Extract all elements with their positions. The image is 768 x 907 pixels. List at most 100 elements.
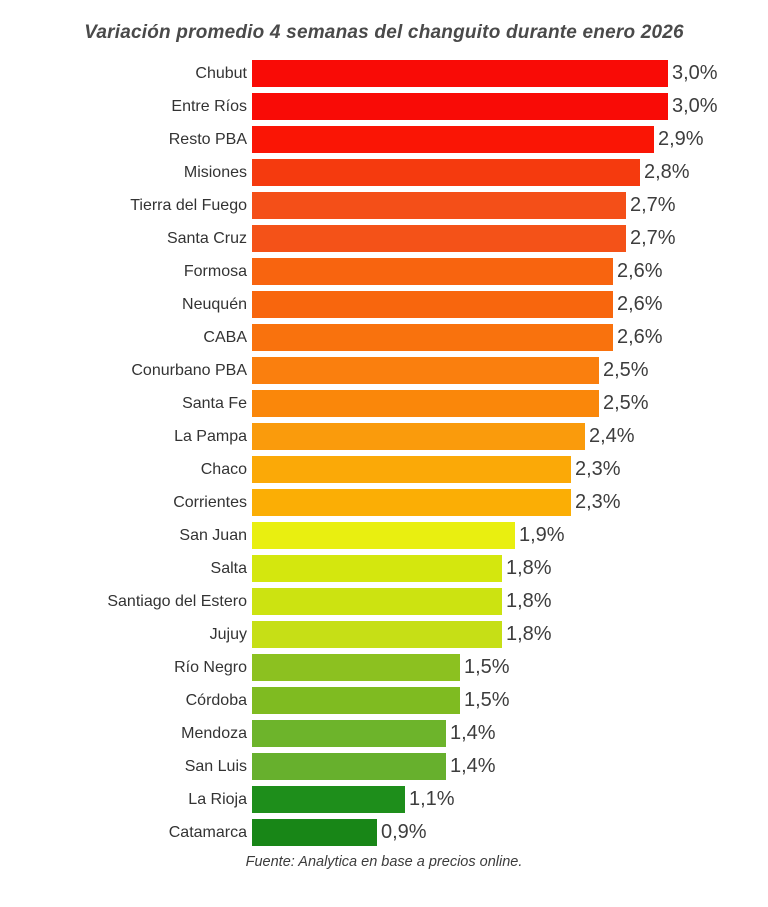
value-label: 1,5% [464,689,510,711]
bar-row: Mendoza 1,4% [0,717,768,750]
bar [252,225,626,252]
category-label: Santiago del Estero [107,592,247,610]
bar-row: Chaco 2,3% [0,453,768,486]
category-label: Mendoza [181,724,247,742]
value-label: 2,7% [630,227,676,249]
bar-row: Tierra del Fuego 2,7% [0,189,768,222]
value-label: 2,6% [617,293,663,315]
category-label: Misiones [183,163,247,181]
value-label: 0,9% [381,821,427,843]
category-label: Córdoba [185,691,247,709]
category-label: Chaco [200,460,247,478]
category-label: Entre Ríos [171,97,247,115]
bar-row: Misiones 2,8% [0,156,768,189]
bar-row: CABA 2,6% [0,321,768,354]
category-label: Salta [210,559,247,577]
bar-row: Córdoba 1,5% [0,684,768,717]
value-label: 1,8% [506,590,552,612]
value-label: 1,4% [450,722,496,744]
bar-row: Jujuy 1,8% [0,618,768,651]
bar [252,93,668,120]
bar [252,654,460,681]
bar-row: Chubut 3,0% [0,57,768,90]
category-label: Neuquén [182,295,247,313]
bar [252,588,502,615]
bar [252,192,626,219]
bar [252,687,460,714]
bar [252,258,613,285]
category-label: La Pampa [174,427,247,445]
value-label: 3,0% [672,95,718,117]
bar-row: Río Negro 1,5% [0,651,768,684]
category-label: Catamarca [168,823,247,841]
bar-row: Santa Cruz 2,7% [0,222,768,255]
bar-rows: Chubut 3,0% Entre Ríos 3,0% Resto PBA 2,9% Mis… [0,57,768,849]
bar [252,159,640,186]
value-label: 1,8% [506,557,552,579]
bar-row: La Rioja 1,1% [0,783,768,816]
category-label: Conurbano PBA [131,361,247,379]
bar [252,621,502,648]
bar [252,555,502,582]
bar [252,324,613,351]
bar-row: Resto PBA 2,9% [0,123,768,156]
value-label: 2,7% [630,194,676,216]
bar [252,390,599,417]
category-label: La Rioja [188,790,247,808]
bar [252,720,446,747]
value-label: 2,3% [575,458,621,480]
bar-row: Salta 1,8% [0,552,768,585]
bar-row: Formosa 2,6% [0,255,768,288]
value-label: 1,8% [506,623,552,645]
category-label: Resto PBA [168,130,247,148]
bar-row: Santiago del Estero 1,8% [0,585,768,618]
category-label: Santa Fe [182,394,247,412]
category-label: Río Negro [174,658,247,676]
bar [252,819,377,846]
bar [252,456,571,483]
bar [252,786,405,813]
category-label: Jujuy [209,625,247,643]
category-label: Chubut [195,64,247,82]
value-label: 2,3% [575,491,621,513]
bar [252,423,585,450]
value-label: 2,5% [603,359,649,381]
bar [252,60,668,87]
bar [252,357,599,384]
source-caption: Fuente: Analytica en base a precios onli… [245,854,523,870]
value-label: 1,4% [450,755,496,777]
value-label: 2,9% [658,128,704,150]
value-label: 1,5% [464,656,510,678]
bar-row: Catamarca 0,9% [0,816,768,849]
category-label: CABA [203,328,247,346]
value-label: 1,1% [409,788,455,810]
value-label: 2,6% [617,260,663,282]
bar [252,291,613,318]
value-label: 2,8% [644,161,690,183]
bar [252,126,654,153]
category-label: Formosa [183,262,247,280]
bar-row: San Juan 1,9% [0,519,768,552]
bar-row: Neuquén 2,6% [0,288,768,321]
bar-row: San Luis 1,4% [0,750,768,783]
category-label: San Luis [184,757,247,775]
value-label: 2,5% [603,392,649,414]
value-label: 2,4% [589,425,635,447]
bar-row: Santa Fe 2,5% [0,387,768,420]
value-label: 3,0% [672,62,718,84]
bar-row: Conurbano PBA 2,5% [0,354,768,387]
category-label: Tierra del Fuego [130,196,247,214]
category-label: Corrientes [173,493,247,511]
bar [252,522,515,549]
bar-row: Corrientes 2,3% [0,486,768,519]
bar-row: La Pampa 2,4% [0,420,768,453]
chart-title: Variación promedio 4 semanas del changui… [84,22,684,43]
value-label: 1,9% [519,524,565,546]
value-label: 2,6% [617,326,663,348]
category-label: Santa Cruz [166,229,247,247]
bar [252,489,571,516]
bar-row: Entre Ríos 3,0% [0,90,768,123]
bar [252,753,446,780]
category-label: San Juan [179,526,247,544]
